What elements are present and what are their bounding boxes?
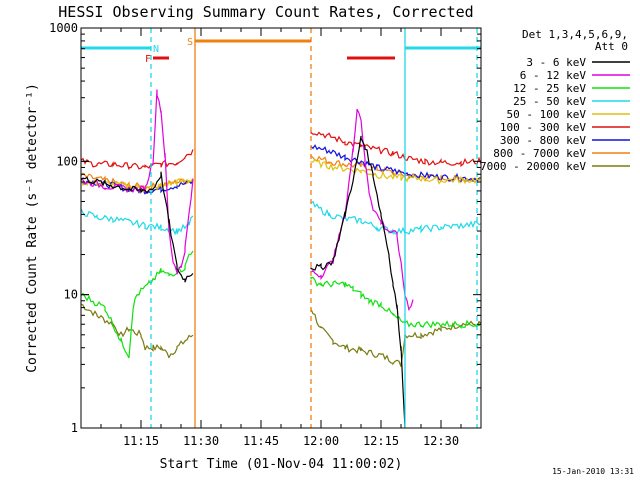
legend-label-300-800-kev: 300 - 800 keV bbox=[500, 134, 586, 147]
series-line-3-6-kev bbox=[80, 135, 406, 429]
y-tick-label: 1000 bbox=[49, 21, 78, 35]
legend-label-7000-20000-kev: 7000 - 20000 keV bbox=[480, 160, 586, 173]
y-tick-label: 100 bbox=[56, 154, 78, 168]
x-tick-label: 12:00 bbox=[303, 434, 339, 448]
legend-label-100-300-kev: 100 - 300 keV bbox=[500, 121, 586, 134]
chart-title: HESSI Observing Summary Count Rates, Cor… bbox=[58, 3, 473, 21]
flag-label-n: N bbox=[153, 44, 159, 55]
series-line-7000-20000-kev bbox=[80, 303, 482, 367]
legend-label-12-25-kev: 12 - 25 keV bbox=[513, 82, 586, 95]
y-axis-label: Corrected Count Rate (s⁻¹ detector⁻¹) bbox=[25, 83, 40, 373]
series-line-100-300-kev bbox=[80, 130, 482, 170]
y-tick-label: 1 bbox=[71, 421, 78, 435]
plot-area: FN S bbox=[80, 28, 482, 429]
x-tick-label: 12:30 bbox=[423, 434, 459, 448]
flag-label-f: F bbox=[145, 54, 151, 65]
legend-title-line: Det 1,3,4,5,6,9, bbox=[522, 28, 628, 41]
x-tick-label: 11:15 bbox=[123, 434, 159, 448]
y-tick-label: 10 bbox=[64, 288, 78, 302]
legend-label-800-7000-kev: 800 - 7000 keV bbox=[493, 147, 586, 160]
legend-label-25-50-kev: 25 - 50 keV bbox=[513, 95, 586, 108]
legend-label-6-12-kev: 6 - 12 keV bbox=[520, 69, 587, 82]
x-axis-label: Start Time (01-Nov-04 11:00:02) bbox=[160, 457, 403, 472]
x-tick-label: 11:45 bbox=[243, 434, 279, 448]
legend-label-3-6-kev: 3 - 6 keV bbox=[526, 56, 586, 69]
legend-label-50-100-kev: 50 - 100 keV bbox=[507, 108, 587, 121]
footer-date: 15-Jan-2010 13:31 bbox=[552, 467, 634, 476]
x-tick-label: 12:15 bbox=[363, 434, 399, 448]
axes: 1 10 100 1000 11:15 11:30 11:45 12:00 12:15 12:30 bbox=[49, 21, 482, 448]
flag-label-s: S bbox=[187, 37, 193, 48]
legend-title-line: Att 0 bbox=[595, 40, 628, 53]
x-tick-label: 11:30 bbox=[183, 434, 219, 448]
